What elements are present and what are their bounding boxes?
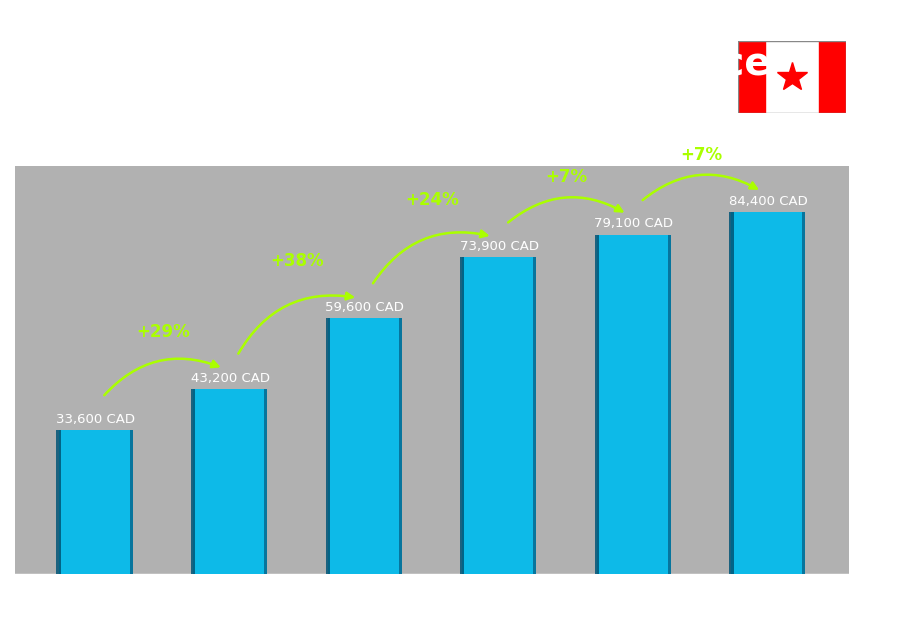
Text: +38%: +38% — [271, 252, 324, 270]
Text: salaryexplorer.com: salaryexplorer.com — [377, 620, 523, 635]
Bar — [194, 386, 267, 574]
Bar — [597, 231, 670, 574]
Text: Child Care Teacher: Child Care Teacher — [36, 103, 270, 126]
Bar — [194, 388, 267, 574]
Bar — [463, 257, 536, 574]
Text: +7%: +7% — [545, 169, 588, 187]
Text: 84,400 CAD: 84,400 CAD — [729, 195, 807, 208]
Bar — [58, 430, 132, 574]
Bar — [738, 41, 765, 113]
Bar — [819, 41, 846, 113]
Bar — [729, 212, 733, 574]
Text: 59,600 CAD: 59,600 CAD — [325, 301, 404, 314]
Bar — [460, 257, 464, 574]
Bar — [265, 388, 267, 574]
Text: +29%: +29% — [136, 322, 190, 340]
Text: +7%: +7% — [680, 146, 722, 163]
Bar — [328, 315, 401, 574]
Bar — [802, 212, 806, 574]
Bar — [732, 209, 806, 574]
Text: 43,200 CAD: 43,200 CAD — [191, 372, 270, 385]
Bar — [57, 430, 61, 574]
Text: Average Yearly Salary: Average Yearly Salary — [860, 253, 873, 388]
Bar — [595, 235, 599, 574]
Bar — [399, 319, 401, 574]
Bar — [326, 319, 330, 574]
Bar — [668, 235, 670, 574]
Text: 79,100 CAD: 79,100 CAD — [594, 217, 673, 230]
Text: +24%: +24% — [405, 191, 459, 209]
Bar — [328, 319, 401, 574]
Text: salary: salary — [391, 620, 443, 635]
Bar — [463, 254, 536, 574]
Bar — [191, 388, 195, 574]
Bar — [58, 427, 132, 574]
Bar — [732, 212, 806, 574]
Text: 73,900 CAD: 73,900 CAD — [460, 240, 539, 253]
Text: 33,600 CAD: 33,600 CAD — [56, 413, 135, 426]
Bar — [597, 235, 670, 574]
Bar — [130, 430, 132, 574]
Text: Salary Comparison By Experience: Salary Comparison By Experience — [36, 45, 770, 83]
Bar — [534, 257, 536, 574]
